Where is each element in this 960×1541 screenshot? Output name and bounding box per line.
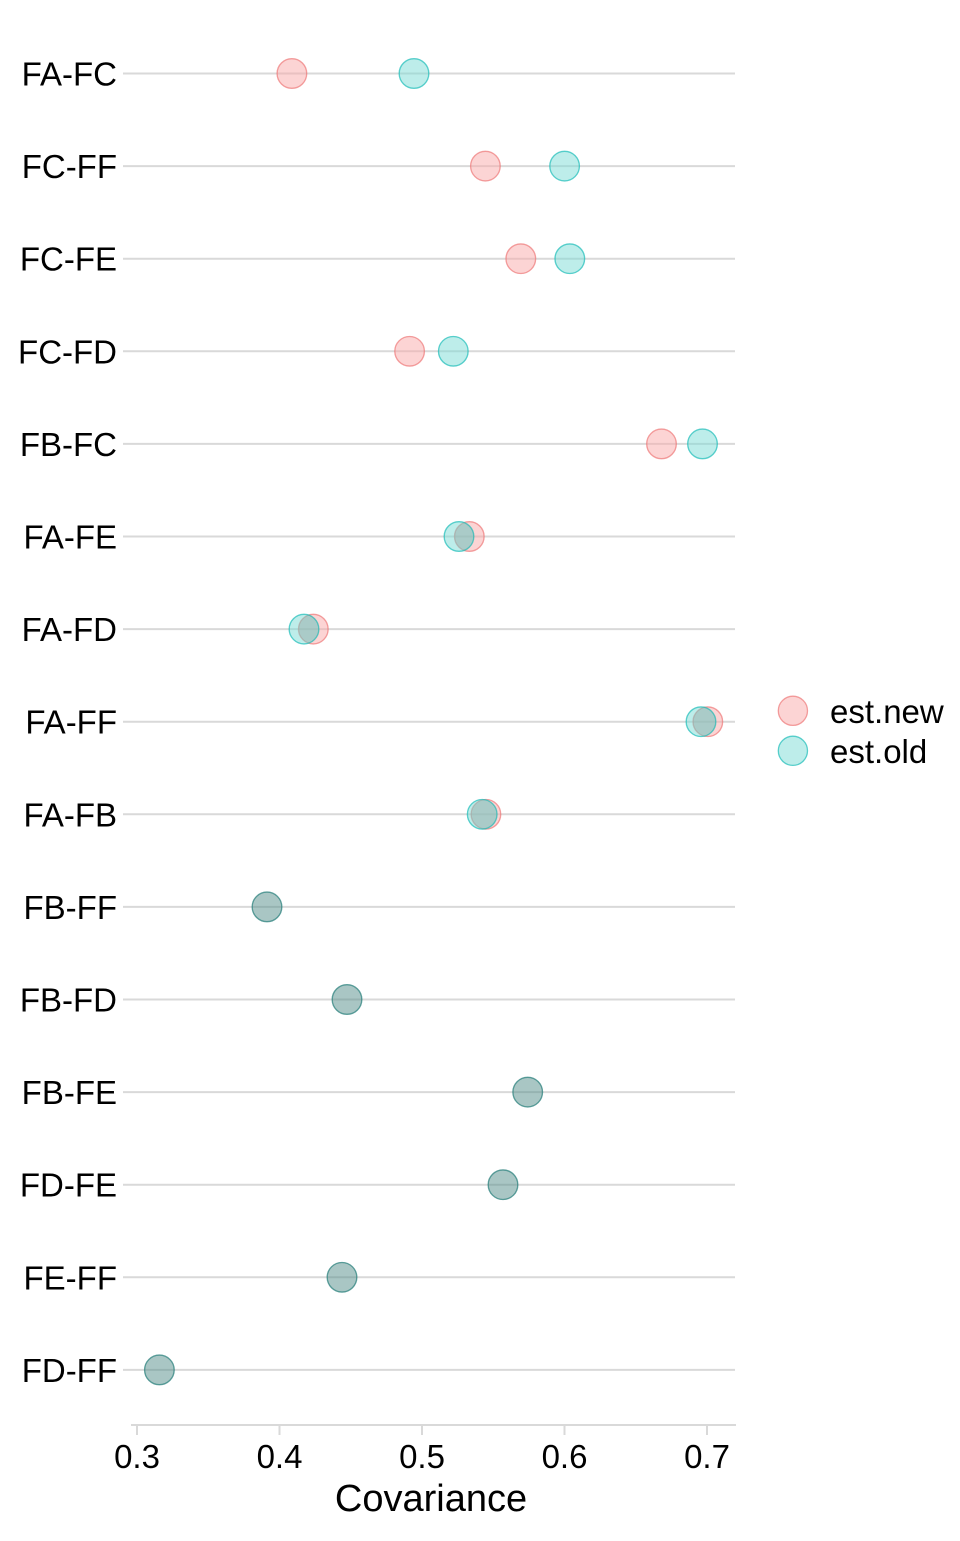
- svg-text:FD-FF: FD-FF: [22, 1352, 117, 1389]
- svg-text:FE-FF: FE-FF: [24, 1259, 117, 1296]
- svg-text:0.5: 0.5: [399, 1438, 445, 1475]
- svg-text:Covariance: Covariance: [335, 1478, 527, 1520]
- svg-text:FD-FE: FD-FE: [20, 1167, 117, 1204]
- svg-text:0.3: 0.3: [114, 1438, 160, 1475]
- svg-text:FA-FB: FA-FB: [23, 796, 117, 833]
- svg-text:FC-FF: FC-FF: [22, 148, 117, 185]
- svg-text:FA-FC: FA-FC: [22, 56, 117, 93]
- svg-text:est.old: est.old: [830, 733, 927, 770]
- svg-text:0.7: 0.7: [684, 1438, 730, 1475]
- svg-text:FB-FC: FB-FC: [20, 426, 117, 463]
- svg-text:0.6: 0.6: [542, 1438, 588, 1475]
- svg-text:FB-FE: FB-FE: [22, 1074, 117, 1111]
- svg-text:FB-FF: FB-FF: [24, 889, 117, 926]
- svg-text:FA-FE: FA-FE: [23, 519, 117, 556]
- svg-text:FA-FD: FA-FD: [22, 611, 117, 648]
- svg-text:0.4: 0.4: [257, 1438, 303, 1475]
- svg-text:FA-FF: FA-FF: [25, 704, 117, 741]
- svg-text:FC-FE: FC-FE: [20, 241, 117, 278]
- svg-text:FC-FD: FC-FD: [18, 333, 117, 370]
- svg-text:FB-FD: FB-FD: [20, 982, 117, 1019]
- svg-text:est.new: est.new: [830, 693, 944, 730]
